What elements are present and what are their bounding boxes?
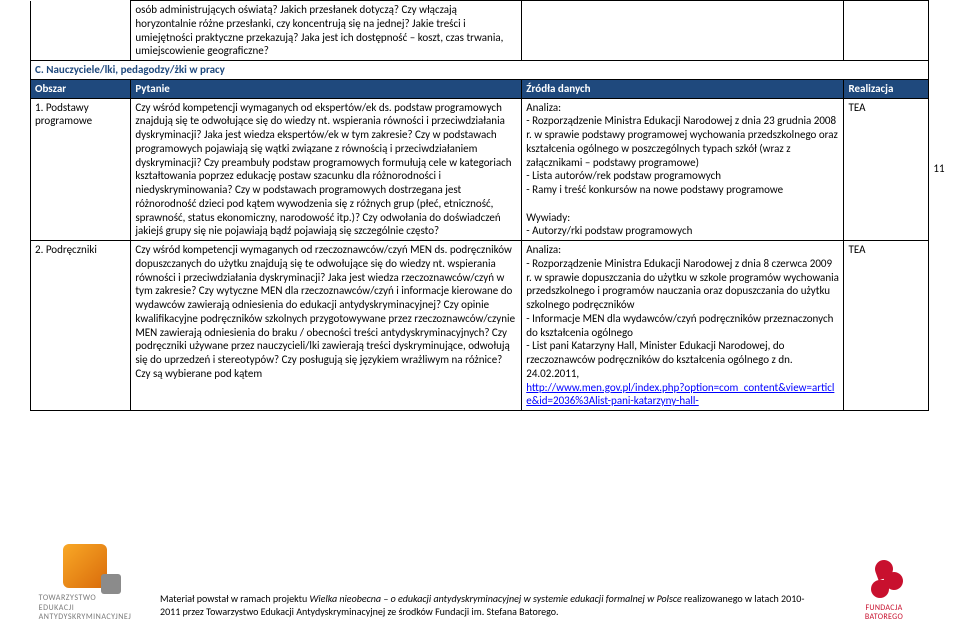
source-link[interactable]: http://www.men.gov.pl/index.php?option=c… [526,381,834,408]
cell-zrodla: Analiza: - Rozporządzenie Ministra Eduka… [522,98,844,241]
cell-zrodla: Analiza: - Rozporządzenie Ministra Eduka… [522,241,844,411]
fragment-cell-empty2 [522,1,844,61]
cell-realizacja: TEA [844,98,929,241]
page-number: 11 [929,160,949,177]
cell-pytanie: Czy wśród kompetencji wymaganych od eksp… [131,98,522,241]
table-row: 2. Podręczniki Czy wśród kompetencji wym… [31,241,929,411]
section-heading: C. Nauczyciele/lki, pedagodzy/żki w prac… [31,61,929,80]
fragment-cell-empty3 [844,1,929,61]
section-heading-row: C. Nauczyciele/lki, pedagodzy/żki w prac… [31,61,929,80]
tea-logo-icon [63,544,107,588]
table-row: 1. Podstawy programowe Czy wśród kompete… [31,98,929,241]
cell-zrodla-text: Analiza: - Rozporządzenie Ministra Eduka… [526,243,839,380]
cell-pytanie: Czy wśród kompetencji wymaganych od rzec… [131,241,522,411]
tea-logo-text: TOWARZYSTWO EDUKACJI ANTYDYSKRYMINACYJNE… [39,594,132,622]
footer-logo-tea: TOWARZYSTWO EDUKACJI ANTYDYSKRYMINACYJNE… [30,544,140,622]
header-zrodla: Źródła danych [522,79,844,98]
batory-logo-icon [863,558,905,600]
fragment-cell-empty [31,1,131,61]
header-obszar: Obszar [31,79,131,98]
footer-logo-batory: FUNDACJA BATOREGO [839,558,929,622]
cell-obszar: 2. Podręczniki [31,241,131,411]
column-header-row: Obszar Pytanie Źródła danych Realizacja [31,79,929,98]
fragment-row: osób administrujących oświatą? Jakich pr… [31,1,929,61]
main-table: osób administrujących oświatą? Jakich pr… [30,0,929,411]
header-pytanie: Pytanie [131,79,522,98]
cell-realizacja: TEA [844,241,929,411]
footer: TOWARZYSTWO EDUKACJI ANTYDYSKRYMINACYJNE… [0,544,959,622]
fragment-cell-text: osób administrujących oświatą? Jakich pr… [131,1,522,61]
cell-obszar: 1. Podstawy programowe [31,98,131,241]
batory-logo-text: FUNDACJA BATOREGO [865,604,903,622]
header-realizacja: Realizacja [844,79,929,98]
footer-text: Materiał powstał w ramach projektu Wielk… [140,592,839,622]
